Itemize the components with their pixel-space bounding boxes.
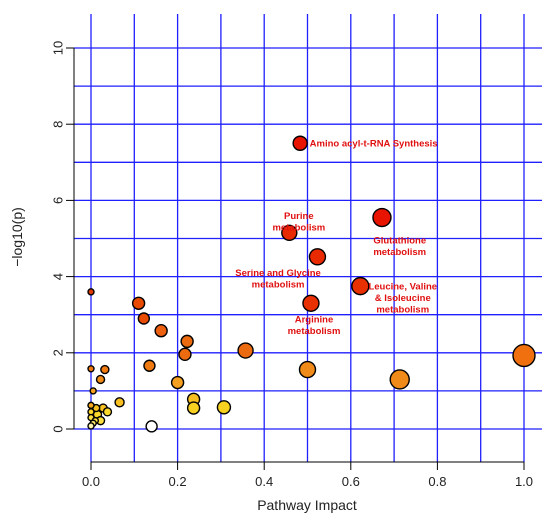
point-annotation: Amino acyl-t-RNA Synthesis	[310, 139, 438, 150]
data-point	[154, 324, 168, 338]
y-tick-label: 4	[51, 273, 66, 280]
data-point	[237, 342, 254, 359]
x-tick-label: 0.8	[428, 474, 446, 489]
x-tick-label: 0.4	[255, 474, 273, 489]
data-point	[100, 364, 110, 375]
data-point	[87, 288, 95, 296]
data-point	[178, 347, 192, 362]
data-point	[170, 375, 185, 390]
data-points	[87, 135, 536, 433]
data-point	[216, 400, 232, 415]
data-point	[292, 135, 308, 151]
point-annotation: Arginine metabolism	[288, 315, 341, 337]
data-point	[180, 334, 194, 349]
x-tick-label: 0.0	[82, 474, 100, 489]
annotation-line: Amino acyl-t-RNA Synthesis	[310, 139, 438, 150]
data-point	[95, 374, 106, 385]
point-annotation: Leucine, Valine & Isoleucine metabolism	[368, 281, 437, 315]
annotation-line: Arginine	[295, 315, 334, 326]
data-point	[145, 420, 158, 433]
annotation-line: metabolism	[288, 326, 341, 337]
data-point	[281, 224, 298, 241]
data-point	[186, 401, 201, 415]
annotation-line: Purine	[284, 211, 314, 222]
annotation-line: Glutathione	[373, 236, 426, 247]
annotation-line: metabolism	[252, 280, 305, 291]
y-tick-label: 0	[51, 425, 66, 432]
x-tick-label: 0.2	[169, 474, 187, 489]
data-point	[137, 312, 151, 325]
y-tick-label: 10	[51, 41, 66, 55]
data-point	[131, 296, 146, 310]
annotation-line: metabolism	[373, 247, 426, 258]
y-tick-label: 2	[51, 349, 66, 356]
axes	[66, 47, 525, 470]
annotation-line: metabolism	[376, 304, 429, 315]
tick-labels: 0.0 0.2 0.4 0.6 0.8 1.0 0 2 4 6 8 10	[51, 41, 534, 489]
data-point	[351, 276, 370, 296]
data-point	[308, 248, 327, 266]
y-tick-label: 8	[51, 121, 66, 128]
data-point	[87, 422, 95, 430]
point-annotation: Serine and Glycine metabolism	[235, 268, 321, 290]
data-point	[372, 207, 392, 228]
data-point	[302, 294, 320, 312]
x-tick-label: 1.0	[515, 474, 533, 489]
annotation-line: & Isoleucine	[375, 293, 431, 304]
data-point	[114, 397, 125, 408]
data-point	[89, 387, 97, 395]
data-point	[87, 365, 95, 373]
grid-lines	[74, 14, 542, 462]
y-tick-label: 6	[51, 197, 66, 204]
data-point	[298, 360, 317, 379]
x-tick-label: 0.6	[342, 474, 360, 489]
y-axis-title: −log10(p)	[9, 207, 25, 267]
data-point	[143, 359, 156, 372]
data-point	[512, 343, 536, 368]
point-annotation: Glutathione metabolism	[373, 236, 426, 258]
data-point	[87, 401, 95, 410]
data-point	[102, 407, 113, 417]
x-axis-title: Pathway Impact	[257, 497, 357, 513]
point-annotation: Purine metabolism	[272, 211, 325, 233]
annotation-line: metabolism	[272, 222, 325, 233]
annotation-line: Serine and Glycine	[235, 268, 321, 279]
annotation-line: Leucine, Valine	[368, 281, 437, 292]
data-point	[389, 369, 410, 390]
